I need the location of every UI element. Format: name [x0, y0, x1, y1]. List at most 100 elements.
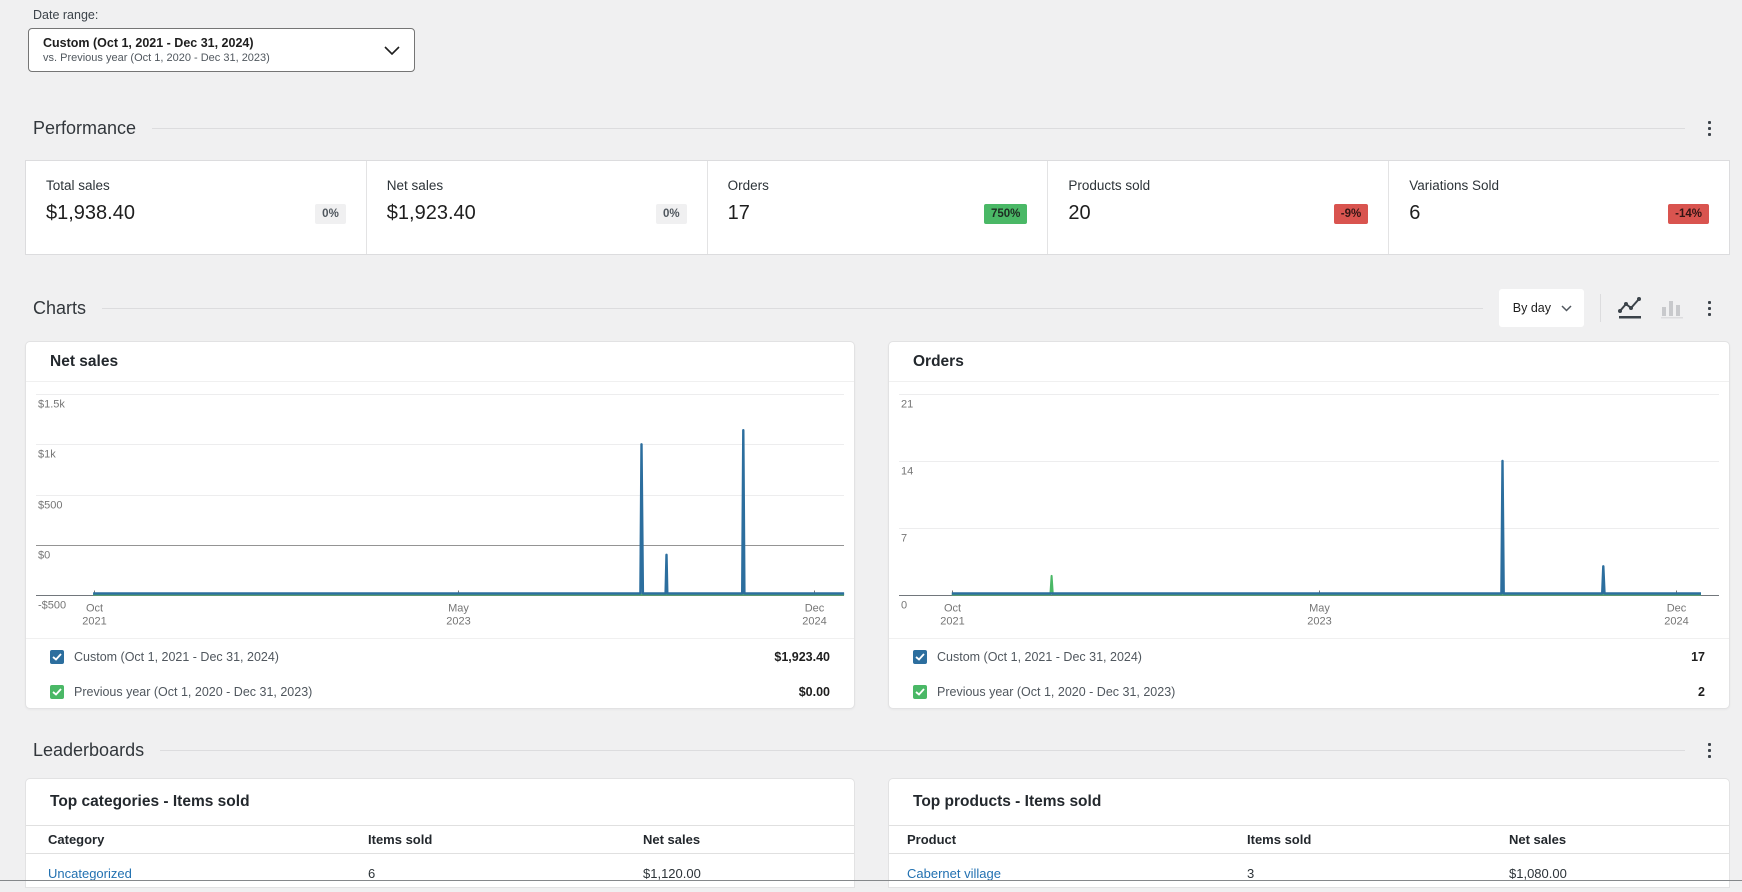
- vertical-divider: [1600, 294, 1601, 322]
- svg-text:$500: $500: [38, 500, 62, 512]
- net-sales-chart-card: Net sales $1.5k $1k $500 $0 -$500 Oct 2021 May 2…: [25, 341, 855, 709]
- stat-label: Variations Sold: [1409, 178, 1499, 193]
- top-products-table: Product Items sold Net sales Cabernet villa…: [889, 825, 1729, 892]
- svg-text:2021: 2021: [940, 616, 964, 628]
- ellipsis-menu-icon[interactable]: [1701, 120, 1717, 136]
- stat-label: Total sales: [46, 178, 110, 193]
- chevron-down-icon: [384, 45, 400, 55]
- top-categories-card: Top categories - Items sold Category Item…: [25, 778, 855, 888]
- legend-label: Custom (Oct 1, 2021 - Dec 31, 2024): [74, 649, 279, 664]
- svg-text:2023: 2023: [1307, 616, 1331, 628]
- stat-card-net-sales[interactable]: Net sales $1,923.40 0%: [367, 161, 708, 254]
- ellipsis-menu-icon[interactable]: [1701, 742, 1717, 758]
- date-range-label: Date range:: [33, 8, 99, 22]
- stat-delta-badge: 0%: [315, 203, 346, 224]
- stat-label: Products sold: [1068, 178, 1151, 193]
- svg-text:14: 14: [901, 466, 913, 478]
- date-range-text: Custom (Oct 1, 2021 - Dec 31, 2024) vs. …: [43, 35, 270, 66]
- stat-delta-badge: 0%: [655, 203, 687, 224]
- orders-legend: Custom (Oct 1, 2021 - Dec 31, 2024) 17 Pre…: [889, 638, 1729, 709]
- section-divider-line: [160, 749, 1685, 751]
- performance-section-title: Performance: [33, 117, 137, 138]
- stat-value: 20: [1068, 202, 1091, 224]
- orders-plot: 21 14 7 0 Oct 2021 May 2023 Dec 2024: [889, 383, 1729, 638]
- stat-card-orders[interactable]: Orders 17 750%: [708, 161, 1049, 254]
- date-range-select[interactable]: Custom (Oct 1, 2021 - Dec 31, 2024) vs. …: [28, 28, 415, 72]
- svg-text:2021: 2021: [82, 616, 106, 628]
- legend-value: $1,923.40: [774, 649, 830, 664]
- stat-delta-badge: -9%: [1333, 203, 1369, 224]
- legend-value: 2: [1698, 684, 1705, 699]
- stat-card-variations-sold[interactable]: Variations Sold 6 -14%: [1389, 161, 1729, 254]
- bar-chart-icon[interactable]: [1659, 295, 1685, 321]
- stat-value-row: $1,923.40 0%: [387, 202, 687, 225]
- charts-section-title: Charts: [33, 297, 87, 318]
- svg-text:$1k: $1k: [38, 449, 56, 461]
- svg-text:Dec: Dec: [1667, 603, 1687, 615]
- stat-value: 6: [1409, 202, 1421, 224]
- column-header-items-sold: Items sold: [1247, 832, 1312, 847]
- stat-value-row: 20 -9%: [1068, 202, 1369, 225]
- stat-value: 17: [727, 202, 750, 224]
- interval-select[interactable]: By day: [1498, 289, 1584, 327]
- stat-value: $1,938.40: [46, 202, 135, 224]
- legend-item[interactable]: Previous year (Oct 1, 2020 - Dec 31, 202…: [50, 674, 830, 709]
- net-sales-cell: $1,080.00: [1509, 865, 1567, 881]
- legend-label: Previous year (Oct 1, 2020 - Dec 31, 202…: [937, 684, 1176, 699]
- interval-select-value: By day: [1512, 301, 1551, 315]
- column-header-product: Product: [907, 832, 957, 847]
- column-header-items-sold: Items sold: [368, 832, 433, 847]
- net-sales-legend: Custom (Oct 1, 2021 - Dec 31, 2024) $1,92…: [26, 638, 854, 709]
- svg-text:2024: 2024: [802, 616, 826, 628]
- stat-card-products-sold[interactable]: Products sold 20 -9%: [1048, 161, 1390, 254]
- legend-label: Previous year (Oct 1, 2020 - Dec 31, 202…: [74, 684, 313, 699]
- stat-delta-badge: -14%: [1668, 203, 1709, 224]
- stat-value-row: $1,938.40 0%: [46, 202, 346, 225]
- chart-title: Orders: [889, 342, 1729, 382]
- checkbox-checked-icon[interactable]: [913, 649, 927, 664]
- section-divider-line: [152, 127, 1685, 129]
- leaderboard-item-link[interactable]: Uncategorized: [48, 865, 132, 881]
- chart-title: Net sales: [26, 342, 854, 382]
- checkbox-checked-icon[interactable]: [50, 684, 64, 699]
- svg-text:Oct: Oct: [86, 603, 103, 615]
- net-sales-plot: $1.5k $1k $500 $0 -$500 Oct 2021 May 2023 Dec 2024: [26, 383, 854, 638]
- svg-text:21: 21: [901, 399, 913, 411]
- svg-text:7: 7: [901, 533, 907, 545]
- legend-item[interactable]: Custom (Oct 1, 2021 - Dec 31, 2024) 17: [913, 639, 1705, 674]
- leaderboard-item-link[interactable]: Cabernet village: [907, 865, 1001, 881]
- net-sales-cell: $1,120.00: [643, 865, 701, 881]
- svg-text:-$500: -$500: [38, 600, 66, 612]
- performance-section-header: Performance: [33, 108, 1717, 148]
- svg-text:Dec: Dec: [805, 603, 825, 615]
- stat-value-row: 17 750%: [728, 202, 1028, 225]
- checkbox-checked-icon[interactable]: [913, 684, 927, 699]
- stat-delta-badge: 750%: [983, 203, 1028, 224]
- svg-text:2024: 2024: [1664, 616, 1688, 628]
- legend-item[interactable]: Previous year (Oct 1, 2020 - Dec 31, 202…: [913, 674, 1705, 709]
- column-header-net-sales: Net sales: [1509, 832, 1567, 847]
- date-range-secondary: vs. Previous year (Oct 1, 2020 - Dec 31,…: [43, 51, 270, 64]
- svg-text:$0: $0: [38, 550, 50, 562]
- ellipsis-menu-icon[interactable]: [1701, 300, 1717, 316]
- checkbox-checked-icon[interactable]: [50, 649, 64, 664]
- table-header-row: Category Items sold Net sales: [26, 825, 854, 854]
- top-categories-table: Category Items sold Net sales Uncategorized…: [26, 825, 854, 892]
- legend-item[interactable]: Custom (Oct 1, 2021 - Dec 31, 2024) $1,92…: [50, 639, 830, 674]
- leaderboard-title: Top products - Items sold: [913, 793, 1102, 810]
- svg-text:2023: 2023: [446, 616, 470, 628]
- column-header-net-sales: Net sales: [643, 832, 701, 847]
- svg-text:0: 0: [901, 600, 907, 612]
- items-sold-cell: 6: [368, 865, 376, 881]
- table-row: Cabernet village 3 $1,080.00: [889, 854, 1729, 892]
- stat-value: $1,923.40: [386, 202, 476, 224]
- stat-value-row: 6 -14%: [1409, 202, 1709, 225]
- svg-text:May: May: [448, 603, 469, 615]
- line-chart-icon[interactable]: [1617, 295, 1643, 321]
- stat-card-total-sales[interactable]: Total sales $1,938.40 0%: [26, 161, 367, 254]
- legend-value: 17: [1691, 649, 1705, 664]
- date-range-primary: Custom (Oct 1, 2021 - Dec 31, 2024): [43, 35, 254, 50]
- column-header-category: Category: [48, 832, 105, 847]
- table-row: Uncategorized 6 $1,120.00: [26, 854, 854, 892]
